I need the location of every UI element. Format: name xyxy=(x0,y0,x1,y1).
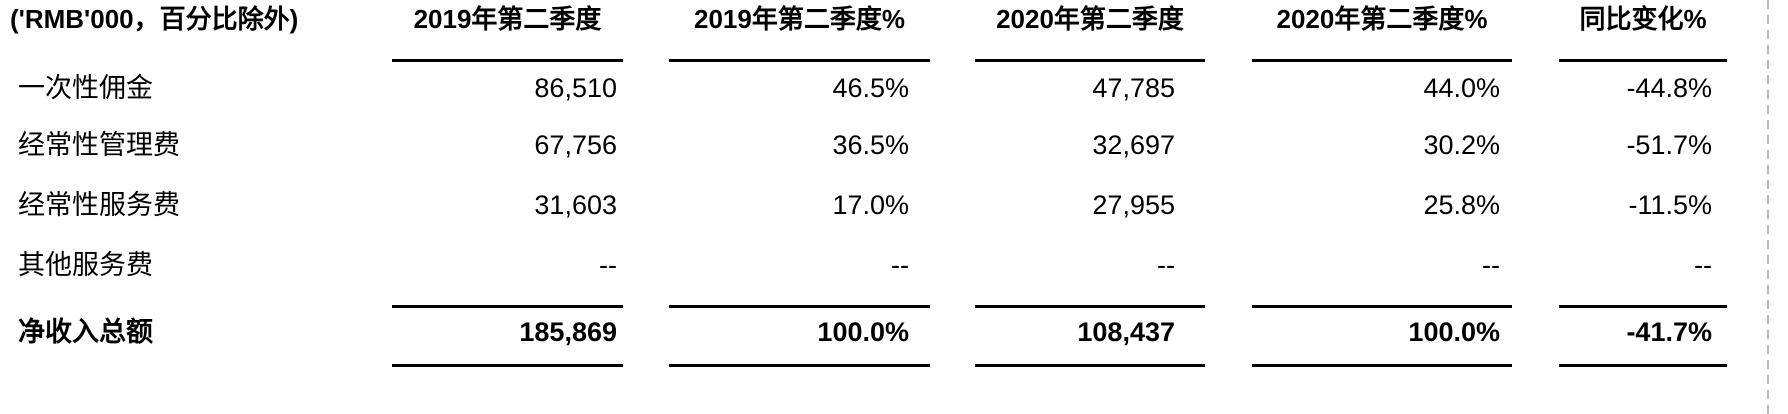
table-cell: 27,955 xyxy=(1092,189,1175,220)
table-cell: 67,756 xyxy=(534,129,617,160)
column-header-2020-q2: 2020年第二季度 xyxy=(975,0,1205,62)
table-cell: -- xyxy=(1157,249,1175,280)
column-gap xyxy=(1512,175,1559,235)
row-label: 其他服务费 xyxy=(18,249,153,280)
table-cell: -51.7% xyxy=(1626,129,1712,160)
column-gap xyxy=(623,235,669,295)
column-gap xyxy=(1512,305,1559,367)
total-row-label: 净收入总额 xyxy=(18,316,153,347)
table-cell: 44.0% xyxy=(1423,73,1500,104)
table-cell: 30.2% xyxy=(1423,129,1500,160)
table-unit-header: ('RMB'000，百分比除外) xyxy=(10,4,299,34)
column-gap xyxy=(930,305,975,367)
column-header-2019-q2: 2019年第二季度 xyxy=(392,0,623,62)
column-header-2020-q2-pct: 2020年第二季度% xyxy=(1252,0,1512,62)
table-cell: 31,603 xyxy=(534,189,617,220)
column-gap xyxy=(1205,115,1252,175)
page-boundary-dashed-line xyxy=(1767,0,1769,414)
column-gap xyxy=(930,0,975,62)
column-header-2019-q2-pct: 2019年第二季度% xyxy=(669,0,930,62)
column-gap xyxy=(1512,115,1559,175)
column-gap xyxy=(930,62,975,115)
total-cell: 100.0% xyxy=(1252,305,1512,367)
row-label: 经常性服务费 xyxy=(18,189,180,220)
table-cell: 36.5% xyxy=(832,129,909,160)
net-revenue-table: ('RMB'000，百分比除外) 2019年第二季度 2019年第二季度% 20… xyxy=(0,0,1727,367)
table-cell: 17.0% xyxy=(832,189,909,220)
column-gap xyxy=(1512,62,1559,115)
column-gap xyxy=(1512,0,1559,62)
column-gap xyxy=(1205,62,1252,115)
column-gap xyxy=(930,175,975,235)
table-cell: -- xyxy=(891,249,909,280)
column-gap xyxy=(1205,235,1252,295)
table-cell: -44.8% xyxy=(1626,73,1712,104)
column-gap xyxy=(623,0,669,62)
column-gap xyxy=(623,305,669,367)
table-cell: -11.5% xyxy=(1628,189,1712,220)
table-cell: -- xyxy=(599,249,617,280)
column-gap xyxy=(623,62,669,115)
table-cell: 46.5% xyxy=(832,73,909,104)
column-gap xyxy=(930,235,975,295)
column-header-yoy-change-pct: 同比变化% xyxy=(1559,0,1727,62)
total-cell: 185,869 xyxy=(392,305,623,367)
table-cell: 25.8% xyxy=(1423,189,1500,220)
row-label: 一次性佣金 xyxy=(18,73,153,104)
column-gap xyxy=(1512,235,1559,295)
total-cell: 108,437 xyxy=(975,305,1205,367)
column-gap xyxy=(1205,175,1252,235)
column-gap xyxy=(930,115,975,175)
column-gap xyxy=(623,115,669,175)
table-cell: 86,510 xyxy=(534,73,617,104)
table-cell: -- xyxy=(1482,249,1500,280)
row-gap xyxy=(0,295,1727,305)
table-cell: 32,697 xyxy=(1092,129,1175,160)
row-label: 经常性管理费 xyxy=(18,129,180,160)
column-gap xyxy=(1205,305,1252,367)
table-cell: 47,785 xyxy=(1092,73,1175,104)
table-cell: -- xyxy=(1694,249,1712,280)
total-cell: -41.7% xyxy=(1559,305,1727,367)
column-gap xyxy=(623,175,669,235)
total-cell: 100.0% xyxy=(669,305,930,367)
column-gap xyxy=(1205,0,1252,62)
